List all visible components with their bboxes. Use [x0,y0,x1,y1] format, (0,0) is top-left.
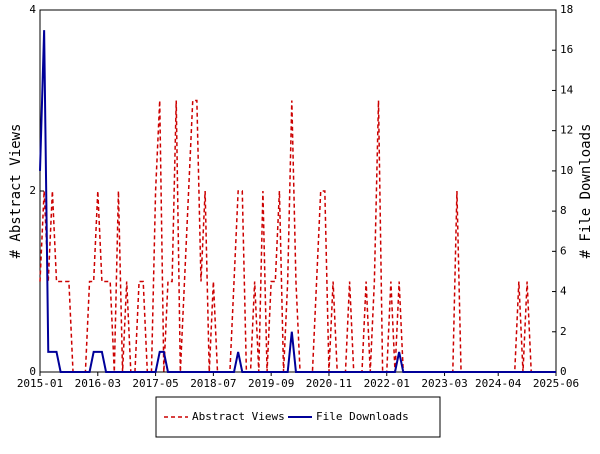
x-tick-label: 2024-04 [475,377,522,390]
series-line [39,99,556,373]
y-tick-label: 2 [29,184,36,197]
y2-tick-label: 2 [560,325,567,338]
y2-tick-label: 12 [560,124,573,137]
x-tick-label: 2018-07 [190,377,236,390]
y2-tick-label: 16 [560,43,573,56]
y2-tick-label: 14 [560,83,574,96]
series-line [39,30,556,373]
legend-label: File Downloads [316,410,409,423]
x-tick-label: 2020-11 [306,377,352,390]
legend [155,396,441,438]
x-tick-label: 2025-06 [533,377,579,390]
x-tick-label: 2015-01 [17,377,63,390]
x-tick-label: 2017-05 [132,377,178,390]
y-axis-label: # Abstract Views [8,124,24,259]
y2-tick-label: 18 [560,3,573,16]
y2-tick-label: 10 [560,164,573,177]
y2-tick-label: 0 [560,365,567,378]
x-tick-label: 2016-03 [75,377,121,390]
y2-tick-label: 4 [560,285,567,298]
x-tick-label: 2023-03 [421,377,467,390]
legend-label: Abstract Views [192,410,285,423]
x-tick-label: 2022-01 [364,377,410,390]
x-tick-label: 2019-09 [248,377,294,390]
y2-axis-label: # File Downloads [578,124,594,259]
y-tick-label: 0 [29,365,36,378]
y-tick-label: 4 [29,3,36,16]
y2-tick-label: 8 [560,204,567,217]
y2-tick-label: 6 [560,244,567,257]
